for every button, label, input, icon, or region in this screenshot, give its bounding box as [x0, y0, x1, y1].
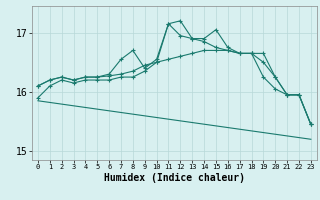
X-axis label: Humidex (Indice chaleur): Humidex (Indice chaleur)	[104, 173, 245, 183]
